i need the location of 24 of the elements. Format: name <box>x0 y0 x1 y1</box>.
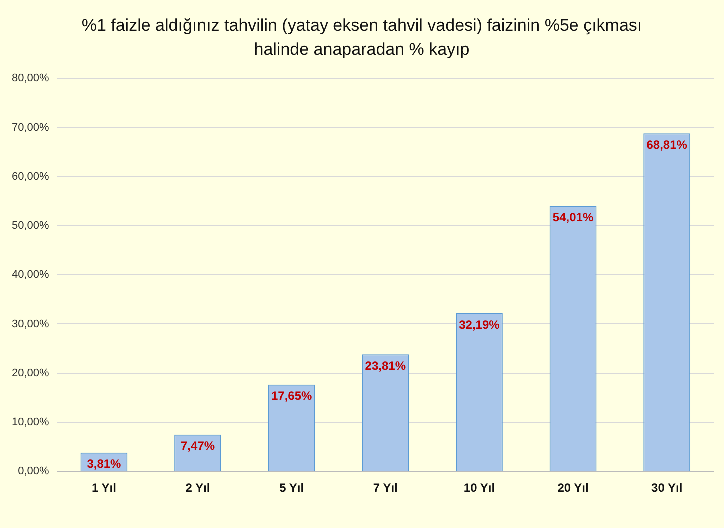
x-tick-label: 2 Yıl <box>186 481 210 496</box>
data-label: 68,81% <box>646 138 688 152</box>
y-tick-label: 20,00% <box>12 367 50 380</box>
y-tick-label: 60,00% <box>12 170 50 183</box>
y-tick-label: 50,00% <box>12 220 50 232</box>
data-label: 7,47% <box>181 439 216 454</box>
x-tick-label: 1 Yıl <box>92 481 116 496</box>
chart-title: %1 faizle aldığınız tahvilin (yatay eksen tahvil vadesi) faizinin %5e çıkması halinde anaparadan % kayıp <box>80 15 644 61</box>
data-label: 32,19% <box>459 318 500 332</box>
x-tick-label: 7 Yıl <box>373 481 398 496</box>
y-tick-label: 70,00% <box>12 122 50 134</box>
data-label: 54,01% <box>552 210 594 225</box>
data-label: 23,81% <box>365 358 406 373</box>
y-tick-label: 30,00% <box>12 318 50 330</box>
x-tick-label: 20 Yıl <box>558 481 589 496</box>
data-label: 17,65% <box>271 389 313 404</box>
x-tick-label: 5 Yıl <box>280 481 304 496</box>
y-tick-label: 40,00% <box>12 269 50 282</box>
x-tick-label: 10 Yıl <box>464 481 496 496</box>
y-tick-label: 0,00% <box>18 466 50 478</box>
data-label: 3,81% <box>87 457 122 472</box>
x-tick-label: 30 Yıl <box>652 481 683 496</box>
y-tick-label: 80,00% <box>12 72 50 85</box>
y-tick-label: 10,00% <box>12 416 50 429</box>
